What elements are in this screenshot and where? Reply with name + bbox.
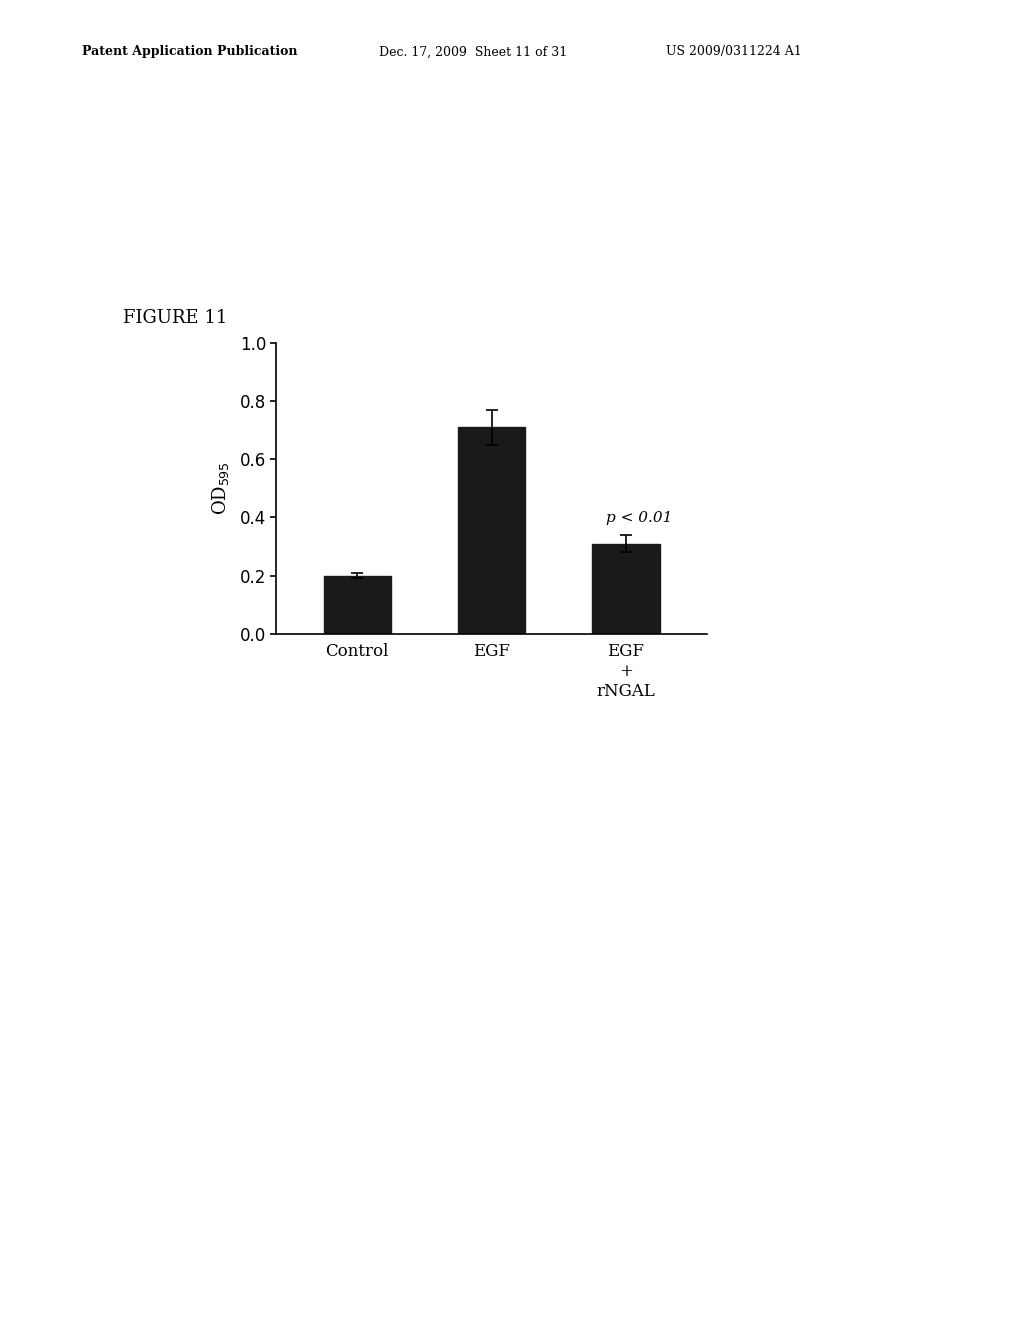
Text: p < 0.01: p < 0.01	[606, 511, 672, 525]
Text: US 2009/0311224 A1: US 2009/0311224 A1	[666, 45, 802, 58]
Bar	[324, 576, 391, 634]
Bar	[458, 428, 525, 634]
Text: Patent Application Publication: Patent Application Publication	[82, 45, 297, 58]
Bar	[592, 544, 659, 634]
Text: FIGURE 11: FIGURE 11	[123, 309, 227, 327]
Y-axis label: OD$_{595}$: OD$_{595}$	[210, 462, 231, 515]
Text: Dec. 17, 2009  Sheet 11 of 31: Dec. 17, 2009 Sheet 11 of 31	[379, 45, 567, 58]
